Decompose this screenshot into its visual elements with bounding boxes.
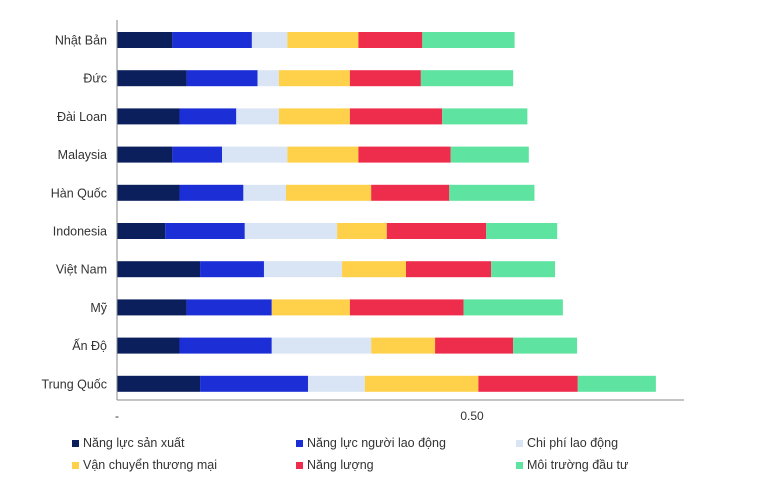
bar-segment [165,223,245,239]
category-label: Ấn Độ [72,338,107,353]
bar-segment [179,337,272,354]
category-label: Hàn Quốc [51,186,107,200]
bar-segment [117,32,173,48]
bar-segment [513,337,578,354]
category-label: Malaysia [58,148,107,162]
bar-segment [117,146,173,163]
bar-segment [364,375,479,392]
legend-label: Chi phí lao động [527,436,619,450]
legend-swatch [72,439,79,447]
legend-swatch [72,461,79,469]
bar-segment [251,32,288,48]
bar-segment [172,32,252,48]
bar-segment [450,146,529,163]
legend-label: Vận chuyển thương mại [83,458,218,472]
bar-segment [117,184,180,201]
legend-swatch [296,439,303,447]
bar-segment [349,108,443,125]
bar-segment [186,70,258,87]
legend-item: Chi phí lao động [516,436,618,450]
bar-segment [244,223,338,239]
legend-label: Năng lực sản xuất [83,436,185,450]
legend-swatch [516,439,523,447]
bar-segment [200,375,308,392]
bar-segment [386,223,487,239]
bar-segment [435,337,514,354]
bar-segment [420,70,514,87]
legend-swatch [296,461,303,469]
bar-segment [358,32,423,48]
bar-segment [257,70,279,87]
bar-segment [371,337,436,354]
bar-segment [342,261,406,278]
bar-segment [263,261,343,278]
bar-segment [117,337,180,354]
bar-segment [243,184,286,201]
bar-segment [442,108,528,125]
bar-segment [358,146,451,163]
legend-label: Môi trường đầu tư [527,458,629,472]
x-tick-label: - [115,409,119,423]
x-tick-label: 0.50 [460,409,484,423]
legend-item: Năng lượng [296,458,374,472]
category-label: Đức [83,72,107,86]
x-tick-labels: - 0.50 [115,409,484,423]
bar-segment [337,223,387,239]
bar-segment [349,299,464,316]
bar-segment [117,223,166,239]
legend-label: Năng lực người lao động [307,436,446,450]
bar-segment [278,70,350,87]
bar-segment [200,261,264,278]
bar-segment [287,32,359,48]
bar-segment [349,70,421,87]
bar-segment [236,108,279,125]
bar-segment [577,375,656,392]
legend-item: Năng lực người lao động [296,436,446,450]
stacked-bar-chart: Nhật Bản Đức Đài Loan Malaysia Hàn Quốc Indon… [41,20,684,423]
bar-segment [117,375,201,392]
category-labels: Nhật Bản Đức Đài Loan Malaysia Hàn Quốc Indon… [41,34,107,392]
bar-segment [278,108,350,125]
category-label: Việt Nam [56,263,107,277]
category-label: Nhật Bản [55,34,107,48]
legend-label: Năng lượng [307,458,374,472]
bar-segment [179,108,237,125]
bar-segment [371,184,450,201]
bar-segment [172,146,223,163]
bar-segment [405,261,492,278]
bar-segment [117,108,180,125]
bar-segment [117,261,201,278]
legend-item: Môi trường đầu tư [516,458,628,472]
bar-segment [422,32,515,48]
bar-segment [486,223,558,239]
legend-swatch [516,461,523,469]
bar-segment [478,375,578,392]
bar-segment [179,184,244,201]
category-label: Trung Quốc [41,377,107,391]
bar-segment [271,337,372,354]
bar-segment [463,299,563,316]
bar-segment [449,184,535,201]
bar-segment [222,146,288,163]
category-label: Đài Loan [57,110,107,124]
legend-item: Vận chuyển thương mại [72,458,217,472]
bar-segment [307,375,365,392]
bar-segment [285,184,372,201]
bar-segment [491,261,556,278]
category-label: Mỹ [90,301,107,315]
bar-segment [271,299,350,316]
category-label: Indonesia [53,225,107,239]
bar-segment [117,70,187,87]
legend-item: Năng lực sản xuất [72,436,184,450]
bar-segment [287,146,359,163]
bar-segment [186,299,272,316]
bar-segment [117,299,187,316]
bar-group [117,32,656,392]
